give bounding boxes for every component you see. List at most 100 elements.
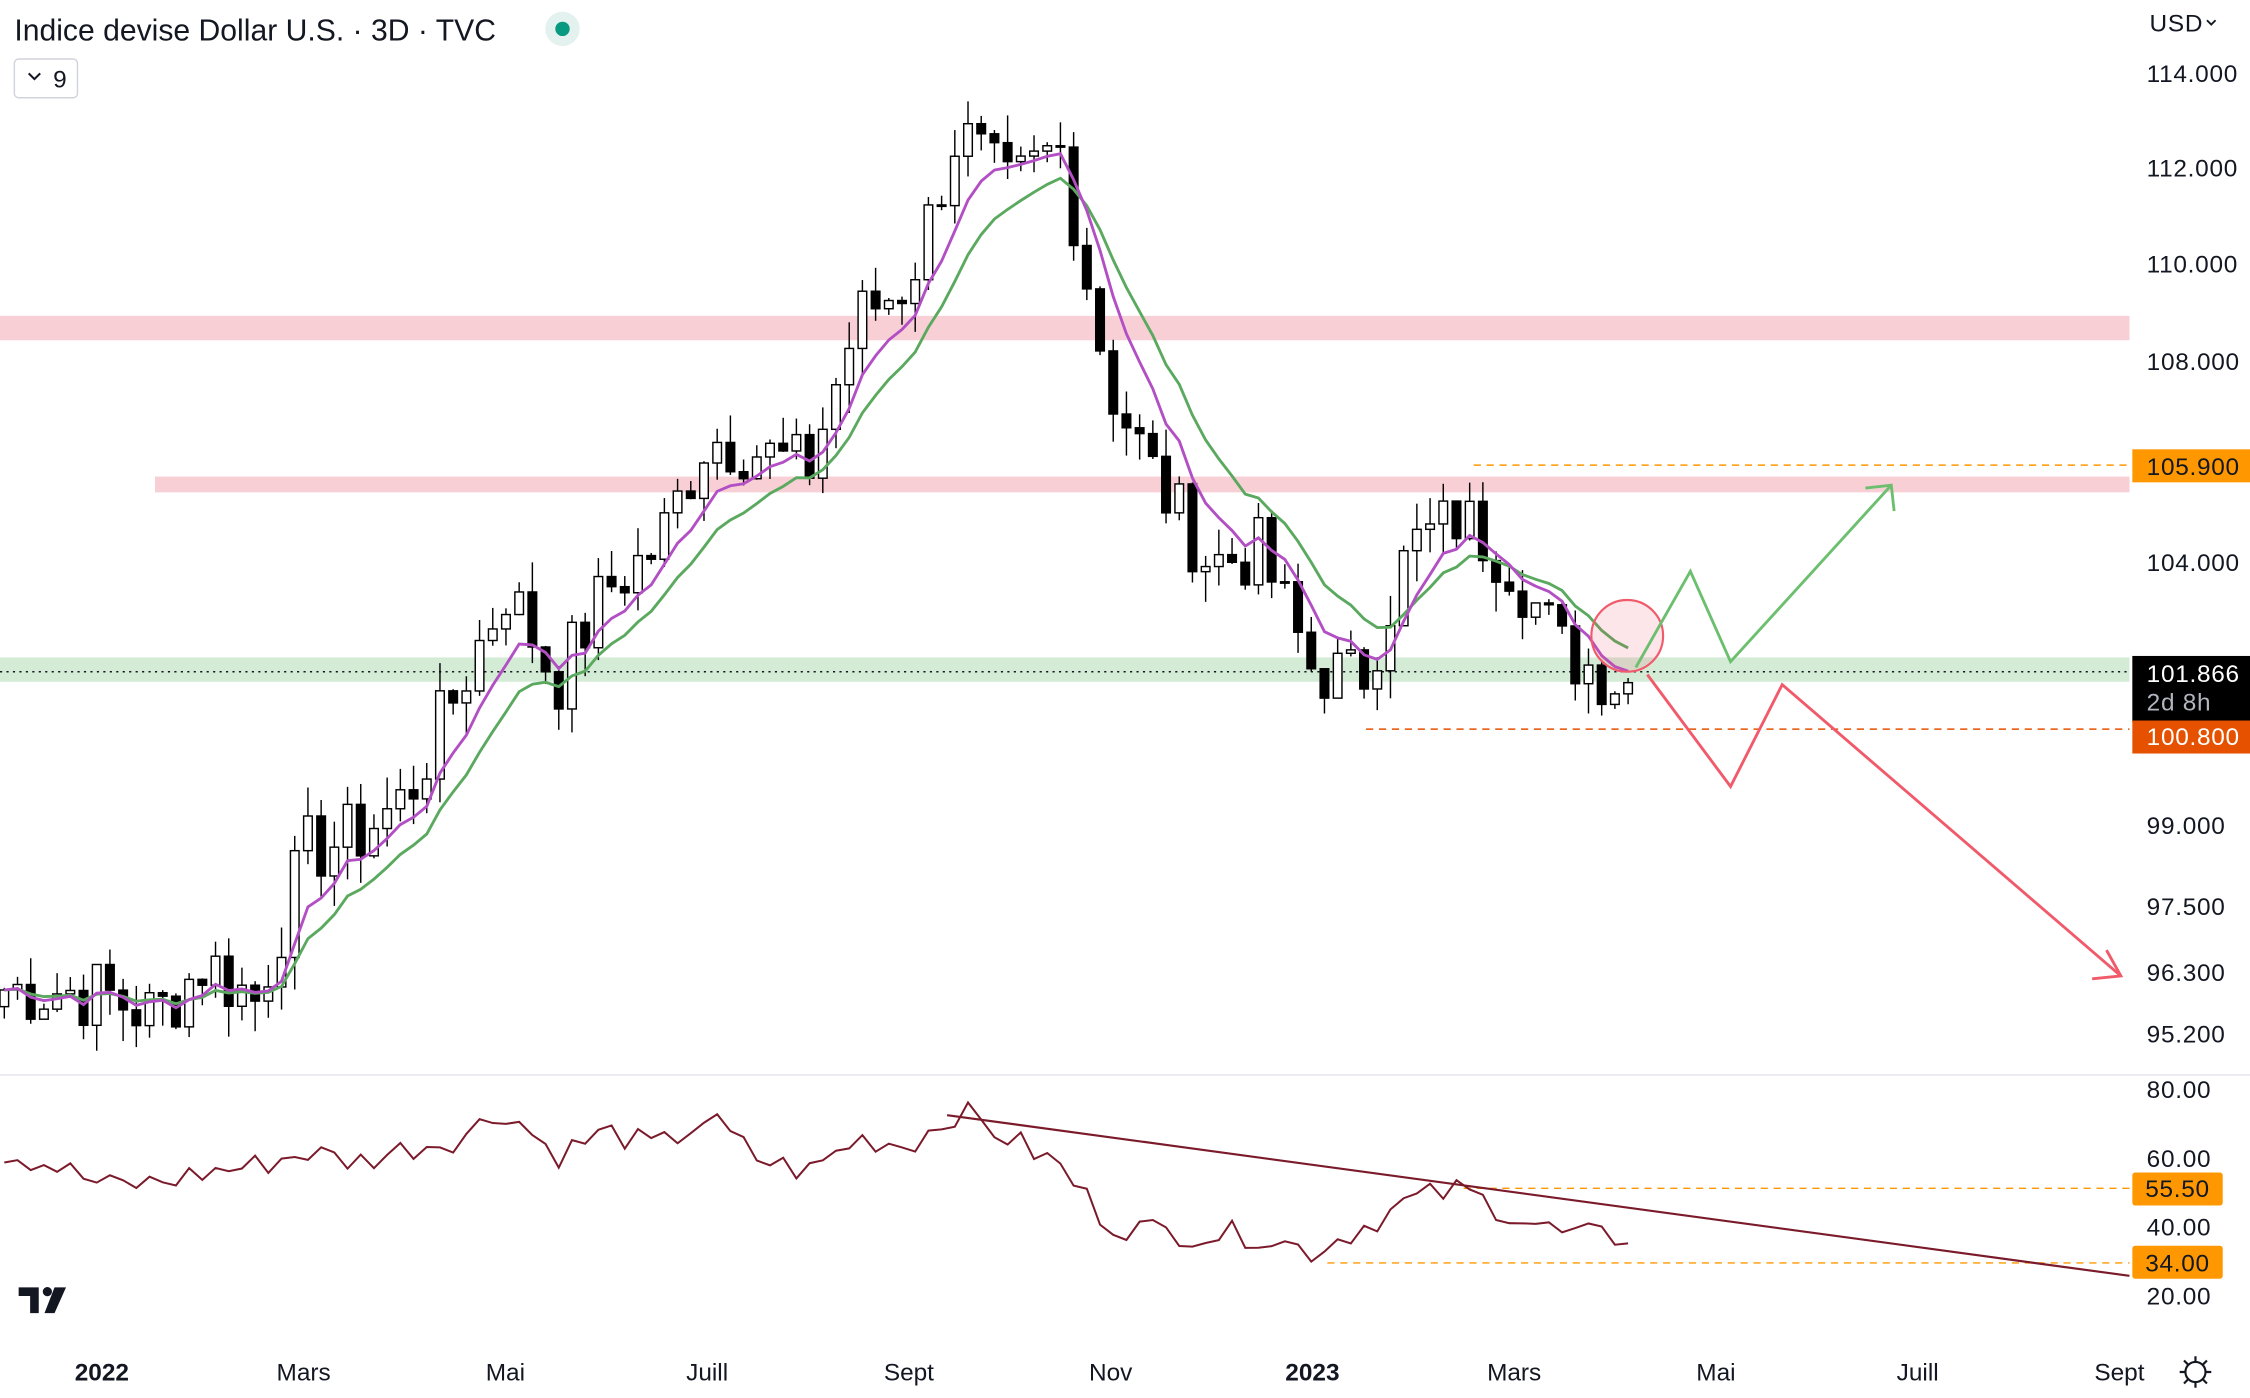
candle-up[interactable] (382, 808, 393, 830)
tradingview-logo[interactable] (18, 1287, 67, 1314)
candle-up[interactable] (949, 155, 960, 207)
candle-up[interactable] (751, 456, 762, 480)
candle-down[interactable] (1095, 288, 1106, 352)
candle-down[interactable] (1319, 668, 1330, 699)
candle-down[interactable] (527, 591, 538, 648)
candle-down[interactable] (1161, 455, 1172, 514)
candle-up[interactable] (1213, 553, 1224, 568)
candle-up[interactable] (659, 512, 670, 560)
candle-up[interactable] (1253, 516, 1264, 586)
candle-down[interactable] (1227, 553, 1238, 564)
currency-selector[interactable]: USD (2150, 11, 2204, 38)
candle-down[interactable] (1543, 602, 1554, 606)
price-axis[interactable]: 114.000 112.000 110.000 108.000 104.000 99.00… (2147, 61, 2240, 1048)
rsi-trendline[interactable] (946, 1114, 2130, 1277)
candle-up[interactable] (395, 789, 406, 810)
candle-up[interactable] (461, 690, 472, 704)
candle-up[interactable] (1623, 681, 1634, 695)
candle-up[interactable] (1279, 581, 1290, 584)
candle-up[interactable] (65, 989, 76, 995)
market-status-dot[interactable] (555, 21, 570, 37)
candle-down[interactable] (1504, 581, 1515, 592)
candle-up[interactable] (1438, 500, 1449, 525)
candle-up[interactable] (1042, 145, 1053, 152)
candle-down[interactable] (1517, 590, 1528, 618)
candle-down[interactable] (1147, 432, 1158, 458)
candle-up[interactable] (0, 989, 10, 1008)
settings-gear-icon[interactable] (2179, 1356, 2212, 1388)
candle-up[interactable] (566, 621, 577, 710)
candle-down[interactable] (1557, 604, 1568, 627)
candle-down[interactable] (1121, 413, 1132, 429)
candle-up[interactable] (421, 778, 432, 800)
candle-down[interactable] (976, 122, 987, 135)
candle-up[interactable] (844, 347, 855, 386)
candle-up[interactable] (329, 846, 340, 877)
candle-up[interactable] (500, 613, 511, 630)
candle-up[interactable] (923, 204, 934, 281)
candle-down[interactable] (1570, 625, 1581, 685)
candle-down[interactable] (936, 204, 947, 208)
candle-up[interactable] (52, 993, 63, 1010)
candle-down[interactable] (1240, 561, 1251, 586)
candle-up[interactable] (487, 628, 498, 642)
candle-up[interactable] (1015, 155, 1026, 163)
candle-down[interactable] (989, 133, 1000, 144)
candle-up[interactable] (514, 591, 525, 616)
candle-up[interactable] (1411, 528, 1422, 552)
candle-up[interactable] (474, 639, 485, 692)
candle-down[interactable] (25, 983, 36, 1020)
candle-up[interactable] (883, 299, 894, 310)
candle-down[interactable] (1306, 631, 1317, 670)
candle-up[interactable] (1174, 483, 1185, 514)
candle-down[interactable] (1477, 500, 1488, 562)
candle-down[interactable] (1187, 483, 1198, 573)
candle-down[interactable] (1081, 244, 1092, 290)
candle-up[interactable] (698, 462, 710, 500)
candle-down[interactable] (104, 963, 115, 991)
candle-up[interactable] (38, 1008, 49, 1020)
candle-down[interactable] (606, 575, 617, 588)
candle-down[interactable] (738, 471, 749, 480)
candle-up[interactable] (1425, 523, 1436, 531)
candle-down[interactable] (223, 955, 234, 1007)
candle-down[interactable] (1293, 581, 1304, 633)
candle-down[interactable] (870, 290, 881, 310)
candle-up[interactable] (1029, 150, 1040, 157)
candle-up[interactable] (1372, 670, 1383, 690)
candle-down[interactable] (170, 995, 181, 1028)
candle-up[interactable] (672, 490, 683, 514)
resistance-zone-lower[interactable] (154, 476, 2130, 493)
candle-up[interactable] (302, 815, 313, 852)
candle-up[interactable] (910, 279, 921, 305)
candle-down[interactable] (619, 585, 630, 594)
candle-up[interactable] (289, 849, 300, 959)
candle-up[interactable] (342, 803, 353, 848)
candle-down[interactable] (1055, 145, 1066, 148)
indicators-toggle-button[interactable] (13, 58, 79, 99)
candle-down[interactable] (197, 978, 208, 986)
candle-down[interactable] (408, 789, 419, 800)
support-zone[interactable] (0, 657, 2130, 682)
candle-up[interactable] (1530, 602, 1541, 618)
candle-up[interactable] (434, 690, 445, 780)
candle-down[interactable] (131, 1009, 142, 1027)
candle-down[interactable] (448, 690, 459, 704)
candle-up[interactable] (1609, 693, 1620, 706)
candle-up[interactable] (368, 827, 379, 857)
candle-down[interactable] (1068, 146, 1079, 247)
candle-down[interactable] (804, 433, 815, 479)
candle-up[interactable] (764, 442, 776, 458)
candle-down[interactable] (1359, 649, 1370, 690)
resistance-zone-upper[interactable] (0, 315, 2130, 341)
candle-down[interactable] (553, 671, 564, 710)
candle-down[interactable] (725, 441, 736, 473)
candle-up[interactable] (791, 433, 802, 452)
candle-up[interactable] (236, 984, 247, 1007)
candle-up[interactable] (144, 991, 155, 1027)
candle-down[interactable] (646, 554, 657, 560)
candle-up[interactable] (210, 955, 221, 986)
candle-down[interactable] (1451, 500, 1462, 540)
candle-up[interactable] (962, 122, 974, 157)
